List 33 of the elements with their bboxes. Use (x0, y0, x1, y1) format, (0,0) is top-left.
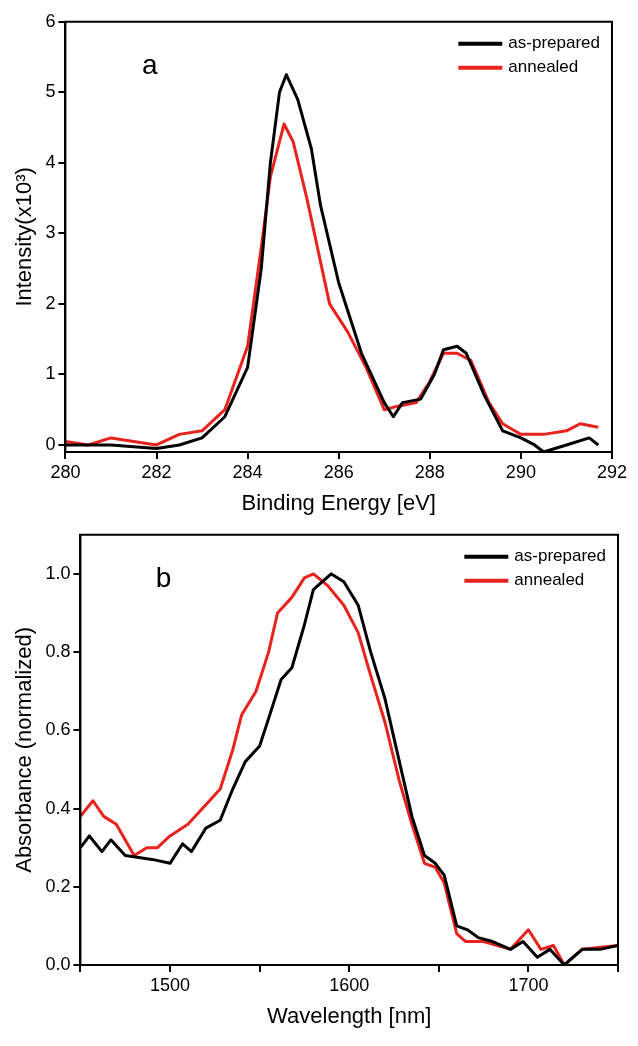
y-tick-label: 5 (45, 81, 56, 102)
y-axis-title: Absorbance (normalized) (11, 627, 37, 873)
y-tick-label: 0.4 (45, 797, 71, 818)
y-tick-label: 0.6 (45, 719, 71, 740)
x-tick-label: 1500 (150, 974, 191, 995)
x-tick-label: 282 (141, 461, 172, 482)
legend-label: as-prepared (508, 33, 600, 53)
y-tick-label: 0.8 (45, 641, 71, 662)
x-tick-label: 1600 (329, 974, 370, 995)
x-tick-label: 280 (50, 461, 81, 482)
y-tick-label: 0 (45, 433, 56, 454)
y-tick-label: 0.2 (45, 875, 71, 896)
x-tick-label: 286 (323, 461, 354, 482)
y-tick-label: 6 (45, 10, 56, 31)
legend-label: as-prepared (514, 546, 607, 566)
x-axis-title: Binding Energy [eV] (241, 489, 436, 515)
legend-label: annealed (508, 57, 579, 77)
x-tick-label: 292 (596, 461, 628, 482)
y-tick-label: 1 (45, 363, 56, 384)
y-tick-label: 0.0 (45, 953, 71, 974)
legend-label: annealed (514, 570, 585, 590)
y-tick-label: 2 (45, 292, 56, 313)
x-tick-label: 1700 (508, 974, 549, 995)
x-tick-label: 284 (232, 461, 263, 482)
y-tick-label: 3 (45, 222, 56, 243)
y-tick-label: 4 (45, 151, 56, 172)
x-tick-label: 290 (505, 461, 536, 482)
y-tick-label: 1.0 (45, 562, 71, 583)
annotation: b (155, 561, 172, 593)
x-axis-title: Wavelength [nm] (267, 1002, 432, 1028)
x-tick-label: 288 (414, 461, 445, 482)
annotation: a (141, 48, 158, 80)
y-axis-title: Intensity(x10³) (11, 167, 37, 307)
